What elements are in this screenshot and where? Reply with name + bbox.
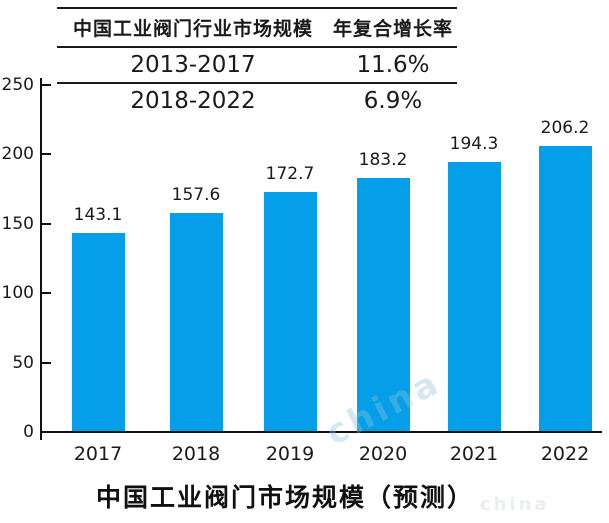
y-tick-label: 50 — [12, 352, 34, 373]
x-tick-label: 2018 — [171, 443, 221, 465]
y-tick-label: 0 — [23, 422, 34, 442]
y-tick-mark — [42, 361, 51, 364]
cagr-table-header-row: 中国工业阀门行业市场规模 年复合增长率 — [57, 9, 457, 48]
bar-2017 — [71, 233, 125, 431]
x-axis-line — [40, 431, 602, 433]
x-tick-label: 2020 — [358, 443, 408, 465]
y-tick-mark — [42, 84, 51, 86]
cagr-table-header-market-size: 中国工业阀门行业市场规模 — [72, 18, 313, 40]
y-tick-mark — [42, 222, 51, 225]
y-tick-label: 250 — [1, 75, 34, 95]
y-tick-mark — [42, 292, 51, 295]
cagr-cell: 6.9% — [363, 88, 423, 114]
y-tick-label: 100 — [1, 283, 34, 304]
x-tick-label: 2022 — [540, 443, 590, 465]
bar-value-label: 206.2 — [540, 117, 590, 138]
period-cell: 2013-2017 — [130, 52, 256, 78]
cagr-table-row-2018-2022: 2018-2022 6.9% — [57, 84, 457, 118]
x-tick-label: 2021 — [449, 443, 499, 465]
bar-value-label: 194.3 — [449, 134, 499, 155]
x-tick-label: 2019 — [265, 443, 315, 465]
cagr-table-header-cagr: 年复合增长率 — [332, 18, 453, 40]
bar-value-label: 183.2 — [358, 149, 408, 170]
bar-value-label: 143.1 — [73, 205, 123, 226]
x-tick-label: 2017 — [73, 443, 123, 465]
y-tick-label: 200 — [1, 144, 34, 165]
y-tick-mark — [42, 153, 51, 156]
period-cell: 2018-2022 — [130, 88, 256, 114]
y-tick-label: 150 — [1, 213, 34, 234]
cagr-table-row-2013-2017: 2013-2017 11.6% — [57, 48, 457, 84]
bar-value-label: 172.7 — [265, 164, 315, 185]
y-tick-mark — [42, 431, 51, 433]
y-axis-line — [40, 78, 42, 440]
bar-2018 — [169, 213, 223, 431]
bar-2019 — [263, 192, 317, 431]
bar-2021 — [447, 162, 501, 431]
chart-title: 中国工业阀门市场规模（预测） — [95, 483, 474, 512]
cagr-cell: 11.6% — [356, 52, 430, 78]
bar-2020 — [356, 177, 410, 431]
cagr-table: 中国工业阀门行业市场规模 年复合增长率 2013-2017 11.6% 2018… — [57, 7, 457, 118]
bar-2022 — [538, 145, 592, 431]
bar-value-label: 157.6 — [171, 185, 221, 206]
